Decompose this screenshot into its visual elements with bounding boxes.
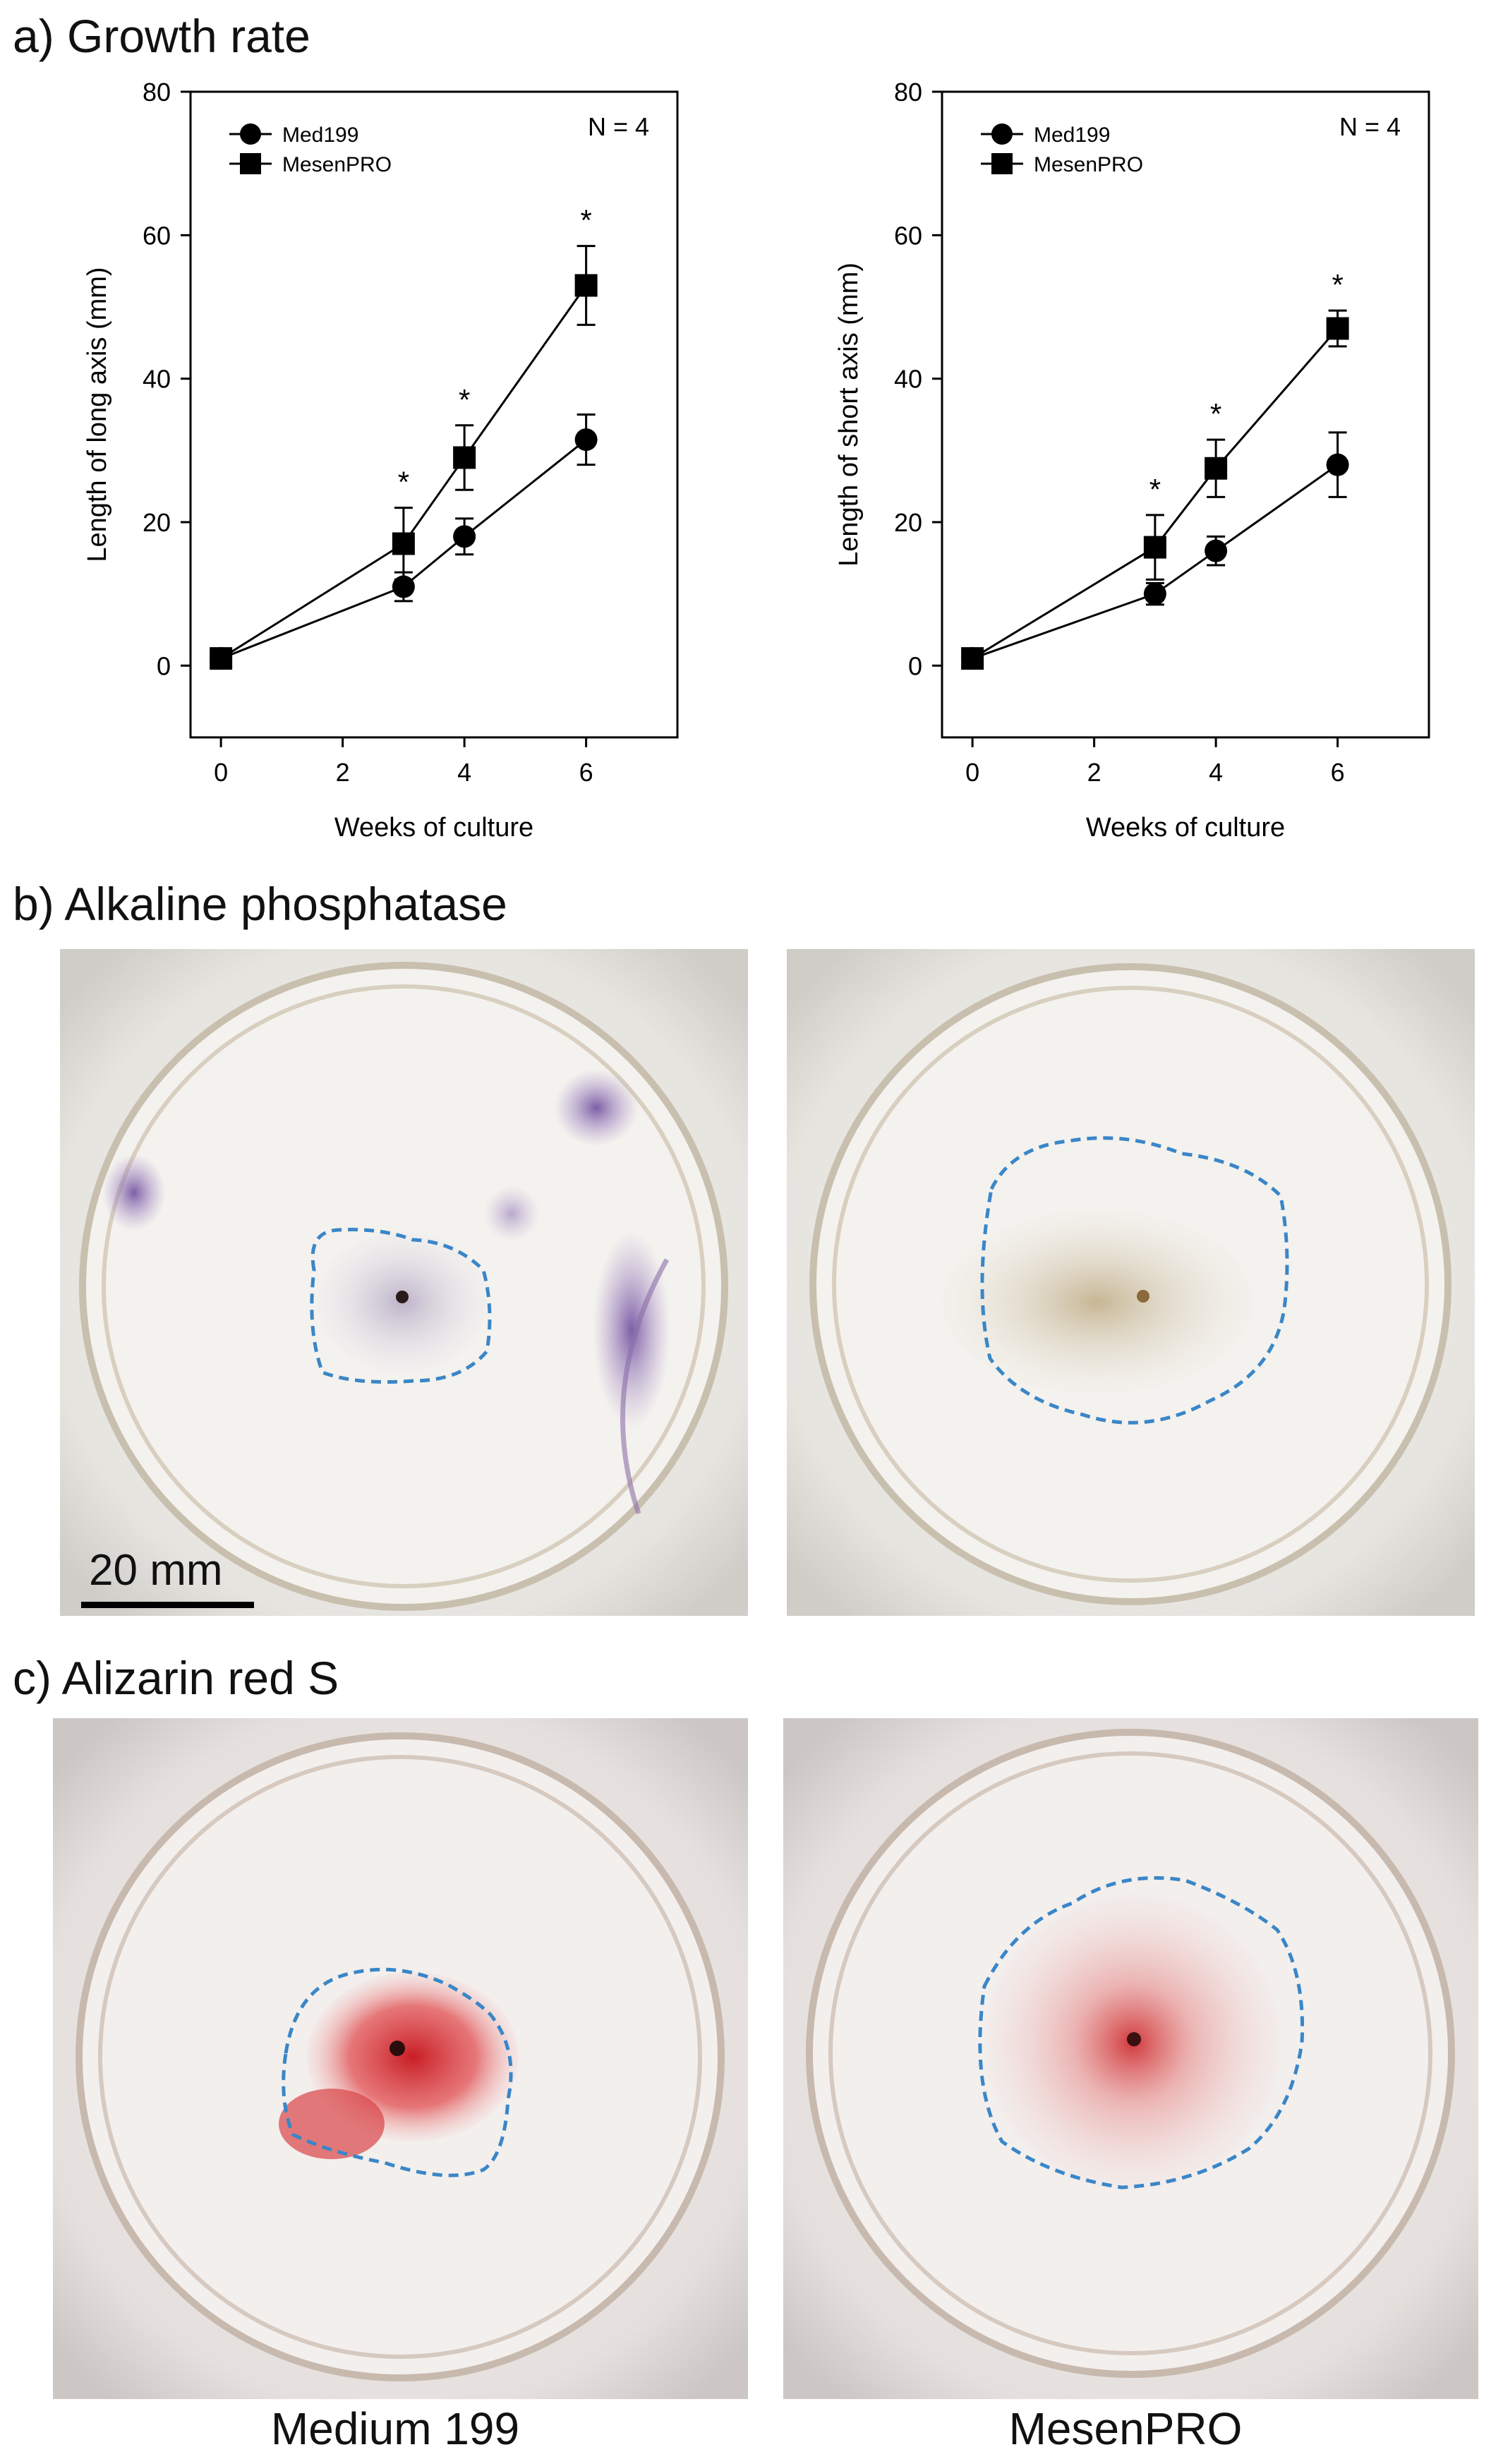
significance-marker: * — [1332, 268, 1343, 301]
caption-mesenpro: MesenPRO — [1008, 2403, 1243, 2454]
x-tick-label: 4 — [1209, 758, 1223, 787]
plot-frame — [189, 90, 679, 739]
plot-frame — [941, 90, 1430, 739]
y-axis-label: Length of long axis (mm) — [83, 267, 112, 562]
chart-long-axis: 0 20 40 60 80 0 2 4 6 Weeks of culture Length of l… — [83, 78, 679, 843]
data-point-circle — [1326, 453, 1349, 476]
data-point-square — [210, 647, 233, 670]
data-point-square — [1326, 317, 1349, 340]
scale-bar-label: 20 mm — [89, 1546, 223, 1595]
data-point-circle — [574, 428, 598, 452]
n-annotation: N = 4 — [1339, 112, 1401, 141]
legend-marker-circle — [991, 123, 1013, 145]
series-line — [220, 438, 587, 660]
data-point-circle — [453, 525, 476, 548]
x-axis-label: Weeks of culture — [1086, 813, 1285, 843]
data-point-square — [574, 274, 598, 297]
significance-marker: * — [1149, 473, 1161, 506]
y-tick-label: 60 — [894, 221, 922, 250]
y-tick-label: 20 — [894, 508, 922, 537]
heading-alizarin-red: c) Alizarin red S — [13, 1652, 339, 1704]
photo-alizarin-mesenpro — [783, 1718, 1478, 2399]
data-point-square — [392, 532, 415, 555]
photo-alizarin-medium199 — [53, 1718, 748, 2399]
y-tick-label: 40 — [143, 365, 171, 394]
data-point-square — [1143, 536, 1166, 559]
x-tick-label: 4 — [457, 758, 471, 787]
legend-label: MesenPRO — [282, 153, 392, 176]
y-tick-label: 20 — [143, 508, 171, 537]
x-axis-label: Weeks of culture — [334, 813, 533, 843]
significance-marker: * — [580, 204, 591, 237]
data-point-square — [961, 647, 984, 670]
legend-marker-square — [991, 153, 1013, 174]
x-tick-label: 6 — [579, 758, 593, 787]
y-tick-label: 40 — [894, 365, 922, 394]
legend-marker-square — [240, 153, 261, 174]
series-line — [972, 464, 1339, 660]
data-point-circle — [1143, 582, 1166, 605]
y-tick-label: 0 — [157, 651, 171, 680]
x-tick-label: 2 — [1087, 758, 1101, 787]
data-point-circle — [392, 575, 415, 598]
legend-label: Med199 — [282, 123, 358, 147]
photo-alp-medium199 — [60, 949, 748, 1616]
significance-marker: * — [459, 383, 470, 416]
x-tick-label: 6 — [1331, 758, 1345, 787]
tissue-outline — [980, 1136, 1289, 1425]
heading-alkaline-phosphatase: b) Alkaline phosphatase — [13, 878, 507, 930]
stain-spot — [593, 1231, 670, 1429]
x-tick-label: 2 — [336, 758, 350, 787]
photo-alp-mesenpro — [787, 949, 1475, 1616]
tissue-outline — [310, 1228, 492, 1384]
scale-bar — [81, 1602, 254, 1608]
y-tick-label: 0 — [908, 651, 922, 680]
significance-marker: * — [398, 466, 409, 499]
y-tick-label: 60 — [143, 221, 171, 250]
data-point-square — [1205, 457, 1228, 480]
series-line — [972, 327, 1339, 660]
x-tick-label: 0 — [965, 758, 979, 787]
stain-spot — [483, 1185, 540, 1242]
x-tick-label: 0 — [214, 758, 228, 787]
heading-growth-rate: a) Growth rate — [13, 10, 310, 62]
legend-label: MesenPRO — [1034, 153, 1143, 176]
data-point-circle — [1205, 539, 1228, 562]
significance-marker: * — [1210, 397, 1221, 430]
y-tick-label: 80 — [143, 78, 171, 107]
stain-spot — [554, 1069, 639, 1147]
legend-marker-circle — [240, 123, 261, 145]
stain-spot — [102, 1154, 166, 1231]
caption-medium199: Medium 199 — [270, 2403, 520, 2454]
series-line — [220, 284, 587, 660]
legend-label: Med199 — [1034, 123, 1110, 147]
data-point-square — [453, 446, 476, 469]
y-tick-label: 80 — [894, 78, 922, 107]
chart-short-axis: 0 20 40 60 80 0 2 4 6 Weeks of culture Length of s… — [834, 78, 1430, 843]
n-annotation: N = 4 — [588, 112, 649, 141]
y-axis-label: Length of short axis (mm) — [834, 262, 864, 567]
